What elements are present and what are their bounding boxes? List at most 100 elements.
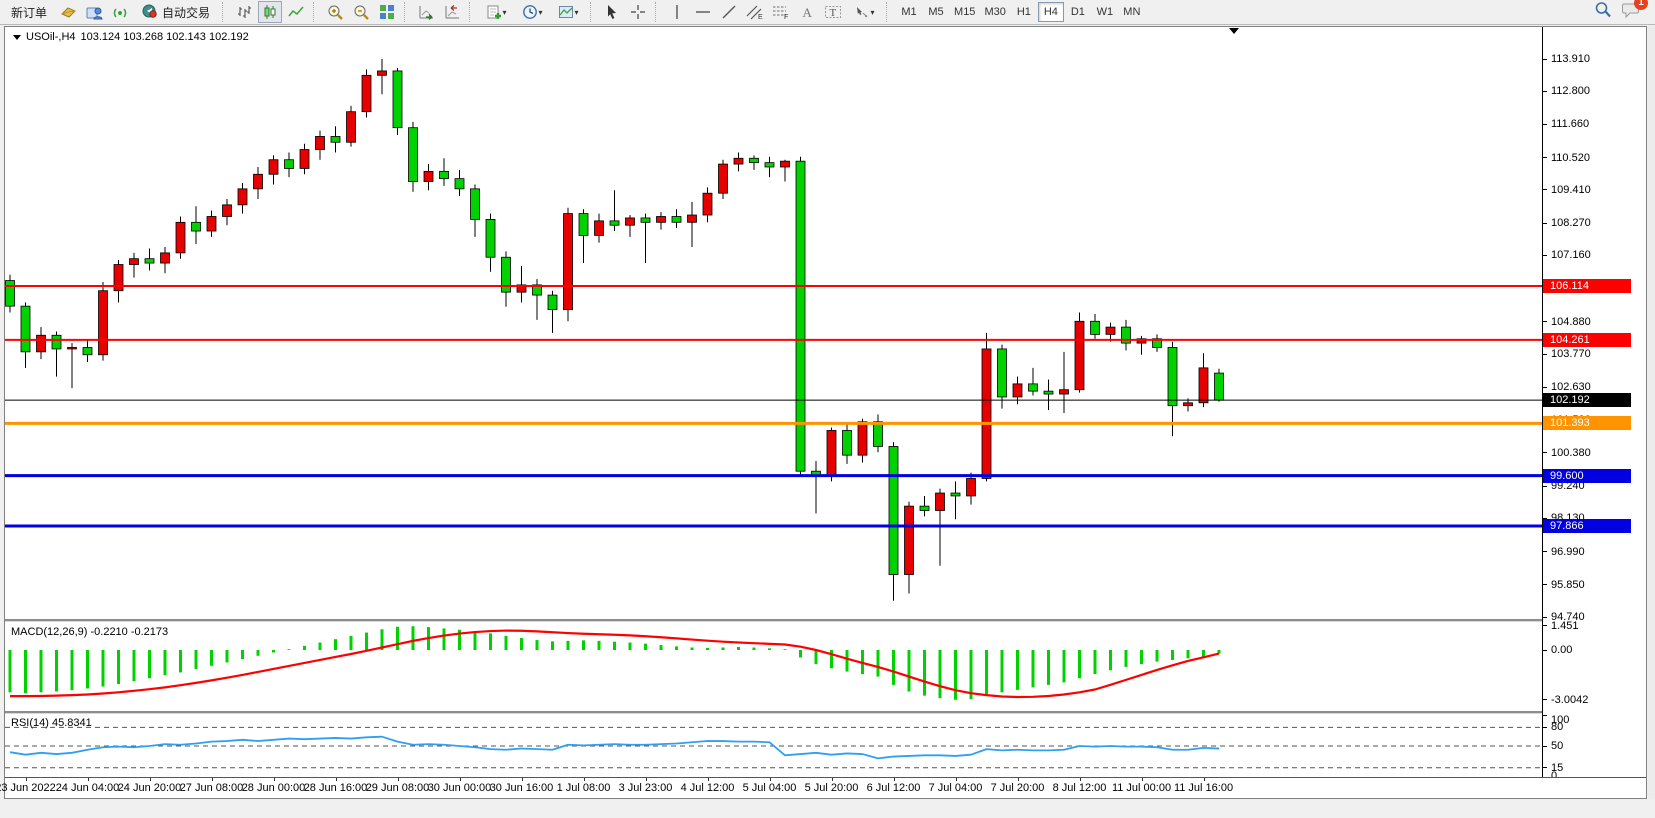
price-axis-tick: [1542, 189, 1547, 191]
tile-windows-icon[interactable]: [375, 1, 399, 23]
time-axis-tick: [87, 778, 89, 781]
order-ticket-icon[interactable]: [56, 1, 80, 23]
chart-shift-icon[interactable]: [440, 1, 464, 23]
time-axis-label: 30 Jun 00:00: [427, 782, 492, 794]
fibonacci-icon[interactable]: F: [769, 1, 793, 23]
autotrading-button[interactable]: 自动交易: [134, 1, 217, 23]
timeframe-m1[interactable]: M1: [901, 6, 917, 18]
timeframe-m5[interactable]: M5: [928, 6, 944, 18]
price-chart-plot[interactable]: [5, 27, 1542, 619]
arrows-icon[interactable]: ▾: [847, 1, 881, 23]
new-order-button[interactable]: 新订单: [4, 1, 54, 23]
rsi-axis-label: 100: [1551, 714, 1570, 726]
trendline-icon[interactable]: [717, 1, 741, 23]
price-axis-border: [1542, 27, 1543, 777]
scroll-strip: [1648, 26, 1655, 799]
time-axis-label: 7 Jul 20:00: [990, 782, 1045, 794]
rsi-plot[interactable]: [5, 715, 1542, 777]
price-axis-label: 109.410: [1551, 183, 1591, 196]
zoom-in-icon[interactable]: [323, 1, 347, 23]
bull-candle: [67, 347, 77, 350]
templates-icon[interactable]: ▾: [551, 1, 585, 23]
bear-candle: [470, 188, 480, 220]
channel-icon[interactable]: E: [743, 1, 767, 23]
price-axis[interactable]: 113.910 112.800 111.660 110.520 109.410 108.2…: [1542, 27, 1646, 782]
chart-title-ohlc: 103.124 103.268 102.143 102.192: [80, 31, 249, 43]
macd-axis-label: 1.451: [1551, 619, 1579, 632]
zoom-out-icon[interactable]: [349, 1, 373, 23]
bull-candle: [36, 334, 46, 353]
bull-candle: [702, 192, 713, 216]
panel-splitter[interactable]: [5, 619, 1646, 623]
bear-candle: [842, 430, 852, 456]
cursor-icon[interactable]: [600, 1, 624, 23]
time-axis-label: 7 Jul 04:00: [928, 782, 983, 794]
bear-candle: [764, 162, 775, 168]
signals-icon[interactable]: [108, 1, 132, 23]
macd-plot[interactable]: [5, 623, 1542, 711]
time-axis-label: 24 Jun 04:00: [55, 782, 120, 794]
timeframe-m15[interactable]: M15: [954, 6, 976, 18]
time-axis[interactable]: 23 Jun 2022 24 Jun 04:00 24 Jun 20:00 27 Ju…: [0, 777, 1646, 798]
time-axis-tick: [1203, 778, 1205, 781]
bull-candle: [826, 430, 837, 476]
bull-candle: [733, 157, 744, 165]
timeframe-group: M1 M5 M15 M30 H1 H4 D1 W1 MN: [896, 2, 1145, 22]
crosshair-icon[interactable]: [626, 1, 650, 23]
price-axis-tick: [1542, 254, 1547, 256]
chat-icon[interactable]: 1: [1622, 0, 1648, 23]
bear-candle: [795, 160, 806, 472]
accounts-icon[interactable]: [82, 1, 106, 23]
price-axis-label: 108.270: [1551, 217, 1591, 230]
symbol-dropdown-icon[interactable]: [13, 34, 21, 40]
chart-shift-marker[interactable]: [1229, 28, 1239, 34]
panel-splitter[interactable]: [5, 711, 1646, 715]
rsi-axis-tick: [1542, 745, 1547, 747]
timeframe-h4[interactable]: H4: [1037, 2, 1064, 22]
price-axis-tick: [1542, 123, 1547, 125]
auto-scroll-icon[interactable]: [414, 1, 438, 23]
candlestick-icon[interactable]: [258, 1, 283, 23]
text-icon[interactable]: A: [795, 1, 819, 23]
bar-chart-icon[interactable]: [232, 1, 256, 23]
time-axis-tick: [831, 778, 833, 781]
price-axis-tick: [1542, 157, 1547, 159]
timeframe-m30[interactable]: M30: [984, 6, 1006, 18]
timeframe-mn[interactable]: MN: [1123, 6, 1141, 18]
macd-label: MACD(12,26,9) -0.2210 -0.2173: [11, 626, 169, 638]
bull-candle: [113, 264, 124, 292]
timeframe-d1[interactable]: D1: [1070, 6, 1085, 18]
price-axis-tick: [1542, 517, 1547, 519]
periods-icon[interactable]: ▾: [515, 1, 549, 23]
svg-text:F: F: [784, 14, 788, 20]
vertical-line-icon[interactable]: [665, 1, 689, 23]
bear-candle: [749, 157, 759, 164]
time-axis-tick: [1079, 778, 1081, 781]
price-level-badge: 97.866: [1543, 519, 1631, 534]
macd-axis-tick: [1542, 649, 1547, 651]
time-axis-label: 24 Jun 20:00: [117, 782, 182, 794]
bull-candle: [1183, 402, 1193, 407]
rsi-axis-label: 80: [1551, 721, 1564, 734]
bull-candle: [935, 492, 945, 511]
rsi-axis-tick: [1542, 767, 1547, 769]
new-chart-icon[interactable]: ▾: [479, 1, 513, 23]
bull-candle: [175, 221, 186, 254]
bear-candle: [284, 159, 294, 169]
bull-candle: [904, 505, 914, 575]
search-icon[interactable]: [1594, 1, 1612, 23]
text-label-icon[interactable]: T: [821, 1, 845, 23]
bear-candle: [501, 256, 511, 293]
horizontal-line-icon[interactable]: [691, 1, 715, 23]
price-axis-label: 99.240: [1551, 480, 1585, 493]
timeframe-h1[interactable]: H1: [1016, 6, 1031, 18]
timeframe-w1[interactable]: W1: [1096, 6, 1114, 18]
line-chart-icon[interactable]: [284, 1, 308, 23]
time-axis-tick: [521, 778, 523, 781]
bull-candle: [423, 170, 434, 182]
bull-candle: [687, 214, 697, 223]
svg-text:E: E: [758, 14, 763, 20]
bear-candle: [454, 178, 465, 190]
bull-candle: [160, 252, 170, 264]
bull-candle: [594, 220, 604, 236]
